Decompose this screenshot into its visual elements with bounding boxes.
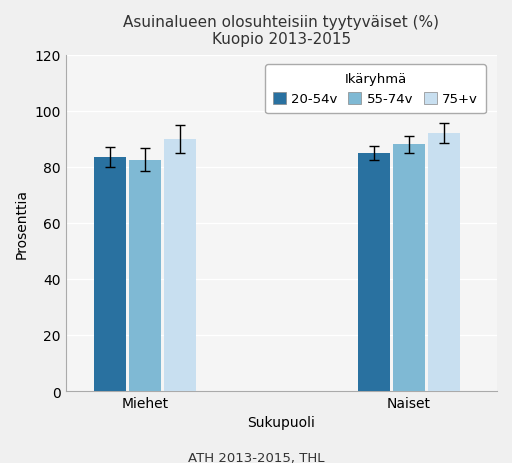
Bar xyxy=(129,160,161,391)
Bar xyxy=(393,145,425,391)
Legend: 20-54v, 55-74v, 75+v: 20-54v, 55-74v, 75+v xyxy=(265,65,486,114)
Title: Asuinalueen olosuhteisiin tyytyväiset (%)
Kuopio 2013-2015: Asuinalueen olosuhteisiin tyytyväiset (%… xyxy=(123,15,439,47)
Bar xyxy=(94,157,125,391)
Bar xyxy=(164,139,196,391)
X-axis label: Sukupuoli: Sukupuoli xyxy=(247,416,315,430)
Bar xyxy=(429,134,460,391)
Bar xyxy=(358,153,390,391)
Text: ATH 2013-2015, THL: ATH 2013-2015, THL xyxy=(188,450,324,463)
Y-axis label: Prosenttia: Prosenttia xyxy=(15,188,29,258)
